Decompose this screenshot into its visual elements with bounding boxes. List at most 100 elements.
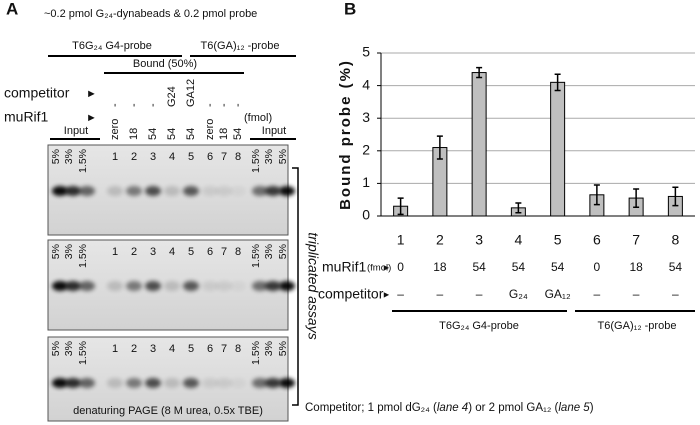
lane-label: 5% (50, 244, 62, 259)
unit-label: (fmol) (244, 112, 272, 124)
murif1-label: muRif1 (322, 259, 367, 275)
error-bar (554, 73, 561, 92)
lane-label: 8 (235, 151, 241, 163)
lane-label: 1.5% (250, 244, 262, 268)
lane-label: 3 (150, 246, 156, 258)
bound-label: Bound (50%) (133, 58, 197, 70)
lane-competitor: - (109, 103, 121, 107)
band (107, 186, 123, 196)
band (202, 378, 218, 388)
band (107, 378, 123, 388)
lane-murif1: 54 (147, 128, 159, 140)
error-bar (476, 66, 483, 79)
band (126, 281, 142, 291)
y-tick-label: 2 (362, 142, 370, 158)
lane-label: 1 (112, 246, 118, 258)
lane-label: 7 (221, 246, 227, 258)
footnote-part: lane 5 (558, 402, 590, 414)
band (164, 186, 180, 196)
band (79, 378, 95, 388)
x-tick-label: 5 (554, 232, 562, 248)
lane-murif1: 18 (128, 128, 140, 140)
band (52, 281, 68, 291)
band (252, 378, 268, 388)
band (145, 378, 161, 388)
band (230, 281, 246, 291)
lane-murif1: 54 (185, 128, 197, 140)
bar (471, 72, 487, 217)
group-label: T6(GA)₁₂ -probe (598, 320, 677, 332)
lane-label: 3 (150, 151, 156, 163)
lane-label: 8 (235, 343, 241, 355)
competitor-value: – (397, 287, 404, 301)
murif1-value: 54 (551, 260, 565, 274)
footnote-part: ) (590, 402, 594, 414)
lane-label: 1 (112, 151, 118, 163)
lane-label: 3% (263, 341, 275, 356)
murif1-value: 0 (397, 260, 404, 274)
lane-label: 5 (188, 343, 194, 355)
lane-label: 2 (131, 151, 137, 163)
lane-label: 5% (277, 149, 289, 164)
band (252, 281, 268, 291)
footnote-part: ) or 2 pmol GA₁₂ ( (468, 402, 558, 414)
murif1-value: 18 (629, 260, 643, 274)
band (265, 186, 281, 196)
x-tick-label: 6 (593, 232, 601, 248)
lane-label: 1.5% (250, 149, 262, 173)
bracket (292, 167, 299, 406)
competitor-value: – (594, 287, 601, 301)
lane-label: 1.5% (250, 341, 262, 365)
lane-label: 3% (63, 341, 75, 356)
lane-murif1: 54 (166, 128, 178, 140)
lane-label: 5 (188, 151, 194, 163)
band (65, 378, 81, 388)
lane-label: 5% (50, 149, 62, 164)
lane-murif1: 54 (232, 128, 244, 140)
band (252, 186, 268, 196)
band (126, 186, 142, 196)
lane-label: 2 (131, 343, 137, 355)
band (79, 186, 95, 196)
y-axis-label: Bound probe (%) (337, 59, 354, 210)
input-label: Input (64, 125, 88, 137)
lane-murif1: zero (204, 119, 216, 140)
band (183, 378, 199, 388)
band (145, 281, 161, 291)
band (216, 281, 232, 291)
lane-competitor: - (218, 103, 230, 107)
y-tick-label: 3 (362, 109, 370, 125)
lane-label: 7 (221, 343, 227, 355)
footnote-part: Competitor; 1 pmol dG₂₄ ( (305, 402, 437, 414)
input-label: Input (262, 125, 286, 137)
band (230, 378, 246, 388)
arrow: ► (382, 262, 391, 272)
group-label: T6G₂₄ G4-probe (439, 320, 519, 332)
murif1-value: 54 (669, 260, 683, 274)
lane-label: 7 (221, 151, 227, 163)
error-bar (593, 184, 600, 206)
panel-label: A (6, 0, 18, 18)
competitor-value: – (437, 287, 444, 301)
band (107, 281, 123, 291)
lane-label: 1.5% (77, 244, 89, 268)
arrow: ► (86, 112, 97, 124)
lane-competitor: - (147, 103, 159, 107)
lane-label: 6 (207, 246, 213, 258)
lane-competitor: - (232, 103, 244, 107)
lane-murif1: zero (109, 119, 121, 140)
y-tick-label: 5 (362, 44, 370, 60)
y-tick-label: 0 (362, 207, 370, 223)
band (202, 186, 218, 196)
band (52, 186, 68, 196)
footnote: Competitor; 1 pmol dG₂₄ (lane 4) or 2 pm… (305, 402, 594, 414)
murif1-value: 54 (472, 260, 486, 274)
band (79, 281, 95, 291)
band (216, 378, 232, 388)
murif1-value: 0 (594, 260, 601, 274)
lane-label: 5 (188, 246, 194, 258)
y-tick-label: 1 (362, 174, 370, 190)
x-tick-label: 7 (632, 232, 640, 248)
band (265, 378, 281, 388)
